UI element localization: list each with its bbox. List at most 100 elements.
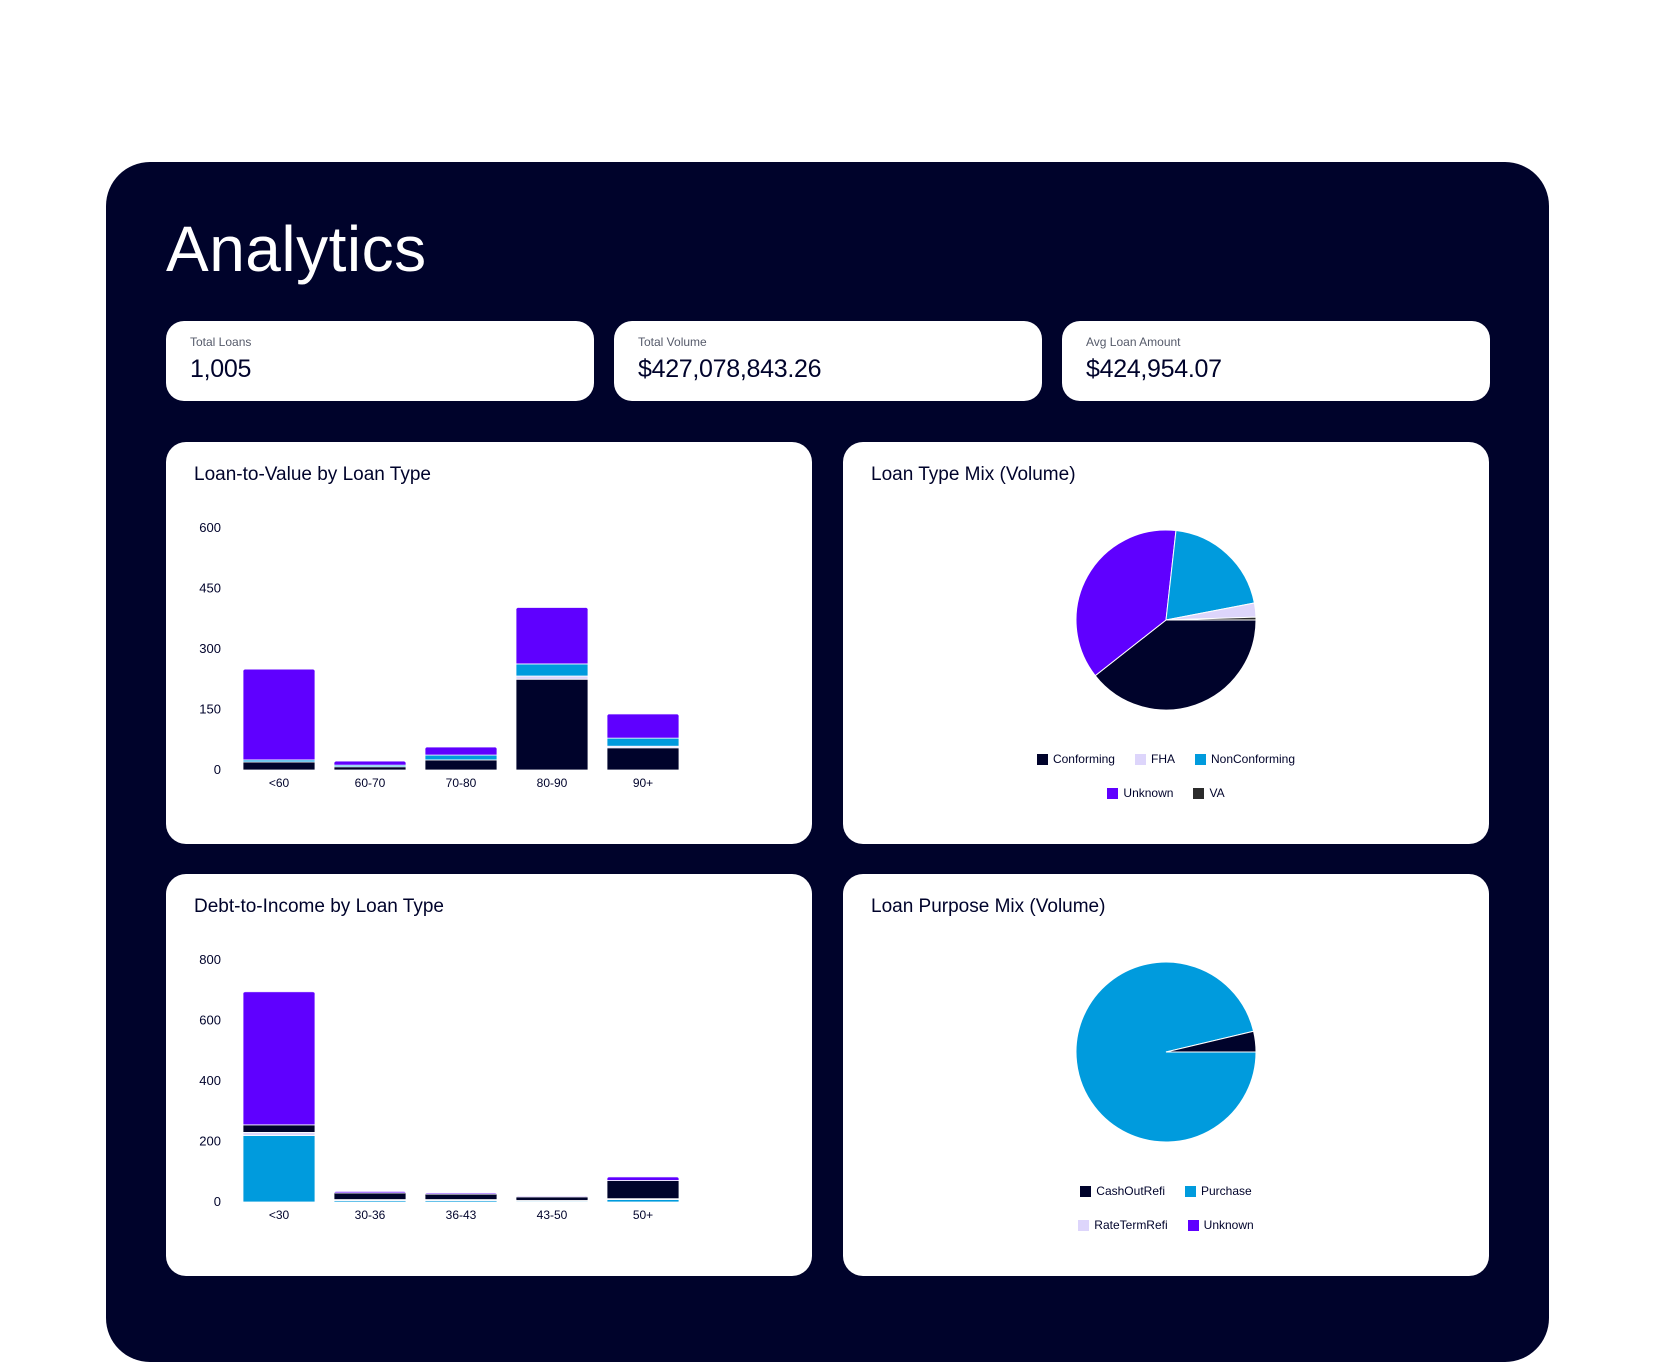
x-tick-label: 70-80 [446, 776, 477, 790]
y-tick-label: 0 [214, 762, 221, 777]
bar-segment-conforming [516, 1196, 588, 1201]
analytics-panel: Analytics Total Loans 1,005 Total Volume… [106, 162, 1549, 1362]
kpi-avg-loan-amount: Avg Loan Amount $424,954.07 [1062, 321, 1490, 401]
y-tick-label: 300 [199, 641, 221, 656]
legend-swatch [1193, 787, 1205, 799]
x-tick-label: <30 [269, 1208, 290, 1222]
legend-item-conforming[interactable]: Conforming [1036, 752, 1115, 766]
bar-segment-unknown [516, 1195, 588, 1198]
bar-segment-unknown [334, 761, 406, 766]
page-title: Analytics [166, 213, 427, 285]
card-title: Loan Purpose Mix (Volume) [871, 896, 1106, 917]
y-tick-label: 200 [199, 1134, 221, 1149]
legend-item-unknown[interactable]: Unknown [1187, 1218, 1254, 1232]
bar-43-50 [516, 1195, 588, 1203]
pie-slice-cashoutrefi [1165, 1030, 1257, 1053]
bar-segment-fha [243, 1132, 315, 1136]
bar-segment-unknown [425, 1192, 497, 1195]
bar-segment-unknown [334, 1191, 406, 1194]
legend-label: NonConforming [1210, 752, 1296, 766]
bar-50 [607, 1176, 679, 1203]
legend-swatch [1080, 1185, 1092, 1197]
bar-segment-conforming [607, 747, 679, 771]
bar-segment-unknown [516, 607, 588, 665]
x-tick-label: 36-43 [446, 1208, 477, 1222]
bar-segment-unknown [607, 1176, 679, 1181]
loan-type-pie-chart [1075, 529, 1257, 711]
y-tick-label: 600 [199, 1013, 221, 1028]
kpi-value: $424,954.07 [1086, 355, 1222, 383]
pie-slice-unknown [1075, 529, 1177, 677]
ltv-bar-chart: 0 150 300 450 600 <60 60-70 70-80 80-90 90+ [199, 520, 679, 790]
pie-slice-va [1165, 616, 1257, 621]
kpi-value: $427,078,843.26 [638, 355, 822, 383]
bar-segment-nonconforming [607, 737, 679, 747]
card-title: Debt-to-Income by Loan Type [194, 896, 444, 917]
bar-segment-nonconforming [425, 754, 497, 761]
legend-label: RateTermRefi [1094, 1218, 1168, 1232]
kpi-label: Total Volume [638, 335, 707, 349]
legend-swatch [1134, 753, 1146, 765]
kpi-value: 1,005 [190, 355, 252, 383]
bar-segment-conforming [243, 761, 315, 771]
bar-90 [607, 713, 679, 771]
legend-label: Unknown [1123, 786, 1174, 800]
dti-bar-chart: 0 200 400 600 800 <30 30-36 36-43 43-50 50+ [199, 952, 679, 1222]
bar-segment-conforming [425, 1193, 497, 1200]
y-tick-label: 800 [199, 952, 221, 967]
x-tick-label: 43-50 [537, 1208, 568, 1222]
loan-purpose-mix-card: Loan Purpose Mix (Volume) CashOutRefi Pur… [843, 874, 1489, 1276]
legend-swatch [1187, 1219, 1199, 1231]
x-tick-label: 60-70 [355, 776, 386, 790]
legend-item-cashoutrefi[interactable]: CashOutRefi [1080, 1184, 1165, 1198]
bar-segment-unknown [425, 747, 497, 756]
kpi-total-loans: Total Loans 1,005 [166, 321, 594, 401]
y-tick-label: 450 [199, 581, 221, 596]
legend-label: Conforming [1052, 752, 1115, 766]
legend-label: Purchase [1201, 1184, 1252, 1198]
bar-30-36 [334, 1191, 406, 1203]
legend-item-va[interactable]: VA [1193, 786, 1225, 800]
chart-legend: CashOutRefi Purchase RateTermRefi Unknown [843, 1184, 1489, 1232]
legend-item-purchase[interactable]: Purchase [1185, 1184, 1252, 1198]
card-title: Loan Type Mix (Volume) [871, 464, 1076, 485]
y-tick-label: 400 [199, 1073, 221, 1088]
card-title: Loan-to-Value by Loan Type [194, 464, 431, 485]
bar-segment-unknown [607, 713, 679, 739]
x-tick-label: 90+ [633, 776, 653, 790]
bar-segment-unknown [243, 991, 315, 1126]
legend-swatch [1194, 753, 1206, 765]
legend-swatch [1107, 787, 1119, 799]
bar-segment-conforming [516, 678, 588, 771]
bar-segment-conforming [334, 766, 406, 771]
bar-segment-conforming [425, 759, 497, 771]
bar-segment-fha [516, 675, 588, 680]
bar-60 [243, 669, 315, 771]
bar-30 [243, 991, 315, 1203]
legend-swatch [1036, 753, 1048, 765]
bar-70-80 [425, 747, 497, 771]
x-tick-label: 80-90 [537, 776, 568, 790]
chart-legend: Conforming FHA NonConforming Unknown VA [843, 752, 1489, 800]
legend-item-fha[interactable]: FHA [1134, 752, 1175, 766]
bar-36-43 [425, 1192, 497, 1203]
dti-chart-card: Debt-to-Income by Loan Type 0 200 400 600 80… [166, 874, 812, 1276]
x-tick-label: 30-36 [355, 1208, 386, 1222]
kpi-label: Total Loans [190, 335, 252, 349]
bar-segment-conforming [607, 1180, 679, 1200]
legend-item-nonconforming[interactable]: NonConforming [1194, 752, 1296, 766]
bar-segment-conforming [334, 1192, 406, 1200]
loan-purpose-pie-chart [1075, 961, 1257, 1143]
bar-80-90 [516, 607, 588, 771]
legend-item-ratetermrefi[interactable]: RateTermRefi [1078, 1218, 1168, 1232]
legend-label: FHA [1150, 752, 1175, 766]
bar-segment-conforming [243, 1124, 315, 1133]
x-tick-label: <60 [269, 776, 290, 790]
pie-slice-nonconforming [1165, 530, 1255, 621]
loan-type-mix-card: Loan Type Mix (Volume) Conforming FHA NonC… [843, 442, 1489, 844]
legend-item-unknown[interactable]: Unknown [1107, 786, 1173, 800]
legend-swatch [1078, 1219, 1090, 1231]
x-tick-label: 50+ [633, 1208, 653, 1222]
legend-label: VA [1209, 786, 1225, 800]
ltv-chart-card: Loan-to-Value by Loan Type 0 150 300 450 600… [166, 442, 812, 844]
